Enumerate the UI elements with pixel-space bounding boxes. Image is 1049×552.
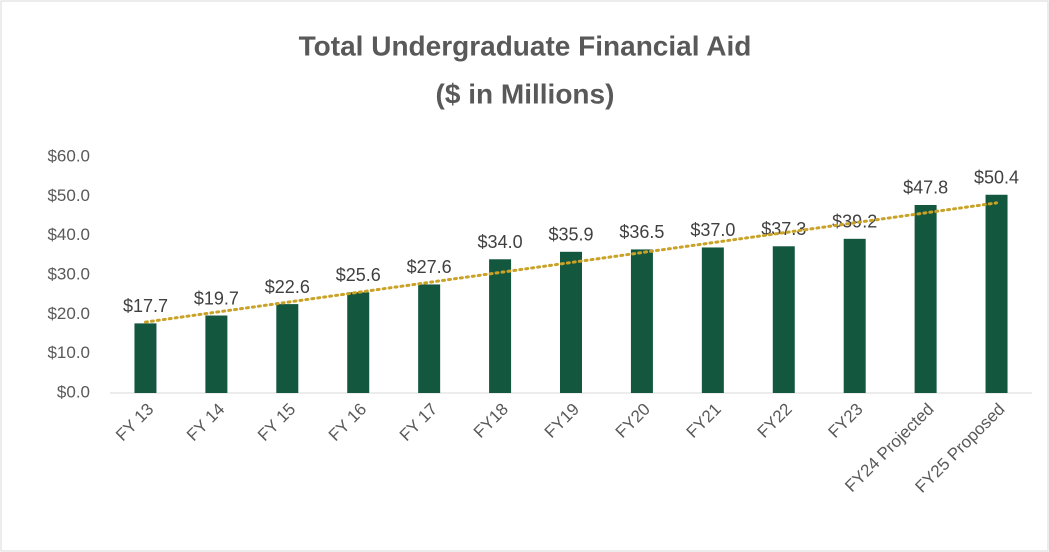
- y-tick-label: $0.0: [57, 382, 90, 401]
- bar: [134, 323, 157, 393]
- data-label: $35.9: [548, 225, 593, 245]
- data-label: $17.7: [123, 296, 168, 316]
- data-label: $36.5: [619, 222, 664, 242]
- bar: [418, 284, 441, 393]
- data-label: $25.6: [336, 265, 381, 285]
- y-tick-label: $40.0: [47, 225, 90, 244]
- data-label: $22.6: [265, 277, 310, 297]
- y-tick-label: $60.0: [47, 146, 90, 165]
- chart-subtitle: ($ in Millions): [436, 78, 615, 109]
- y-tick-label: $10.0: [47, 343, 90, 362]
- chart-title: Total Undergraduate Financial Aid: [299, 30, 752, 61]
- bar: [701, 247, 724, 393]
- bar: [914, 204, 937, 393]
- bar: [489, 259, 512, 393]
- trendline: [143, 201, 999, 324]
- data-label: $37.0: [690, 220, 735, 240]
- y-tick-label: $50.0: [47, 186, 90, 205]
- data-label: $47.8: [903, 178, 948, 198]
- data-label: $50.4: [974, 168, 1019, 188]
- bar: [630, 249, 653, 393]
- bar: [843, 238, 866, 393]
- bar: [985, 194, 1008, 393]
- bar: [205, 315, 228, 393]
- data-label: $34.0: [478, 232, 523, 252]
- y-tick-label: $30.0: [47, 264, 90, 283]
- bar: [560, 251, 582, 393]
- bar: [772, 246, 795, 393]
- y-tick-label: $20.0: [47, 304, 90, 323]
- data-label: $19.7: [194, 288, 239, 308]
- bar: [347, 292, 370, 393]
- data-label: $27.6: [407, 257, 452, 277]
- bar: [276, 304, 299, 393]
